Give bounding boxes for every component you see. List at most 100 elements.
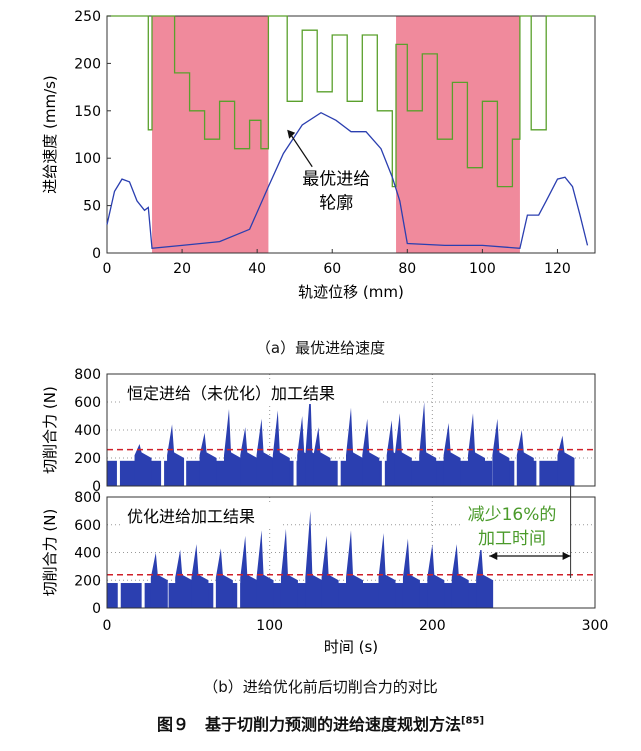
y-tick-label-150: 150 bbox=[74, 104, 101, 120]
subplot-1-force-peak-4 bbox=[240, 535, 258, 608]
subplot-0-force-peak-9 bbox=[313, 427, 331, 486]
y-tick-label-0: 0 bbox=[92, 246, 101, 262]
subplot-1-force-peak-2 bbox=[191, 544, 209, 608]
x-tick-label-100: 100 bbox=[256, 618, 283, 634]
subplot-0-force-gap-9 bbox=[293, 459, 297, 486]
subplot-1-force-peak-7 bbox=[305, 510, 323, 608]
annotation-arrow-right bbox=[562, 552, 571, 560]
subplot-1-y-tick-label-600: 600 bbox=[74, 518, 101, 534]
subplot-0-force-peak-1 bbox=[167, 424, 185, 486]
subplot-0-force-peak-6 bbox=[272, 410, 290, 486]
annotation-arrow-head bbox=[287, 129, 296, 139]
y-axis-label: 进给速度 (mm/s) bbox=[41, 75, 59, 194]
subplot-0-force-gap-1 bbox=[116, 459, 120, 486]
subplot-1-y-tick-label-800: 800 bbox=[74, 490, 101, 506]
figure-caption-ref: [85] bbox=[460, 715, 485, 727]
subplot-0-force-gap-13 bbox=[381, 459, 385, 486]
subplot-0-force-peak-2 bbox=[199, 432, 217, 486]
subplot-1-force-base bbox=[107, 583, 490, 608]
subplot-1-force-peak-8 bbox=[321, 535, 339, 608]
subplot-1-force-peak-12 bbox=[427, 544, 445, 608]
series-line-feed-limit bbox=[107, 15, 595, 188]
subplot-1-force-peak-10 bbox=[378, 533, 396, 608]
x-tick-label-300: 300 bbox=[582, 618, 609, 634]
subplot-1-force-peak-1 bbox=[175, 549, 193, 608]
subplot-0-force-peak-0 bbox=[134, 444, 152, 486]
subplot-0-force-peak-5 bbox=[256, 418, 274, 486]
subplot-1-title-bg bbox=[121, 505, 283, 527]
annotation-arrow-shaft bbox=[289, 133, 313, 168]
subplot-1-force-peak-5 bbox=[256, 530, 274, 608]
subplot-1-frame bbox=[106, 496, 596, 609]
annotation-line-1: 轮廓 bbox=[319, 194, 353, 214]
x-tick-label-40: 40 bbox=[248, 261, 266, 277]
x-axis-label: 时间 (s) bbox=[324, 638, 378, 656]
subplot-1-force-peak-13 bbox=[451, 544, 469, 608]
annotation-line-0: 最优进给 bbox=[302, 170, 370, 190]
panel-b-caption: （b）进给优化前后切削合力的对比 bbox=[203, 678, 438, 696]
y-tick-label-200: 200 bbox=[74, 56, 101, 72]
series-line-optimal-feed bbox=[106, 111, 589, 250]
subplot-1-y-tick-label-0: 0 bbox=[92, 601, 101, 617]
x-tick-label-0: 0 bbox=[103, 618, 112, 634]
annotation-line-0: 减少16%的 bbox=[468, 505, 557, 525]
subplot-0-force-gap-4 bbox=[183, 459, 187, 486]
x-tick-label-80: 80 bbox=[398, 261, 416, 277]
subplot-0-force-peak-15 bbox=[443, 423, 461, 486]
subplot-0-force-gap-11 bbox=[337, 459, 341, 486]
subplot-0-force-peak-18 bbox=[516, 430, 534, 486]
subplot-1-force-peak-9 bbox=[346, 530, 363, 608]
subplot-1-y-tick-label-400: 400 bbox=[74, 546, 101, 562]
subplot-0-force-peak-16 bbox=[468, 413, 485, 486]
subplot-1-force-peak-0 bbox=[150, 552, 168, 608]
subplot-0-force-peak-14 bbox=[419, 402, 437, 486]
x-tick-label-120: 120 bbox=[544, 261, 571, 277]
chart-optimal-feed: 0 20 40 60 80 100 120 0 50 100 150 200 250 轨迹位移 (mm) 进… bbox=[41, 9, 596, 301]
figure-caption-text: 图９ 基于切削力预测的进给速度规划方法 bbox=[156, 715, 461, 734]
subplot-0-y-axis-label: 切削合力 (N) bbox=[41, 386, 59, 474]
shaded-region-1 bbox=[396, 16, 520, 253]
subplot-1-y-axis-label: 切削合力 (N) bbox=[41, 509, 59, 597]
x-tick-label-200: 200 bbox=[419, 618, 446, 634]
subplot-1-force-peak-3 bbox=[215, 548, 233, 608]
annotation-line-1: 加工时间 bbox=[478, 529, 546, 549]
subplot-1-force-gap-6 bbox=[237, 582, 241, 608]
subplot-1-force-gap-2 bbox=[141, 582, 145, 608]
x-tick-label-20: 20 bbox=[173, 261, 191, 277]
y-tick-label-100: 100 bbox=[74, 151, 101, 167]
figure-caption: 图９ 基于切削力预测的进给速度规划方法[85] bbox=[0, 711, 641, 735]
subplot-0-y-tick-label-200: 200 bbox=[74, 451, 101, 467]
subplot-1-force-gap-1 bbox=[117, 582, 121, 608]
subplot-0-force-gap-20 bbox=[536, 459, 540, 486]
subplot-0-y-tick-label-400: 400 bbox=[74, 423, 101, 439]
subplot-0-force-peak-19 bbox=[557, 435, 575, 486]
plot-frame bbox=[106, 15, 596, 254]
subplot-1-force-gap-5 bbox=[213, 582, 217, 608]
subplot-0-y-tick-label-0: 0 bbox=[92, 479, 101, 495]
subplot-0-y-tick-label-800: 800 bbox=[74, 367, 101, 383]
y-tick-label-50: 50 bbox=[83, 199, 101, 215]
subplot-0-force-peak-4 bbox=[240, 427, 258, 486]
subplot-1-force-peak-11 bbox=[402, 538, 420, 608]
annotation-arrow-left bbox=[489, 552, 498, 560]
chart-cutting-force: 0 200 400 600 800 切削合力 (N) 恒定进给（未优化）加工结果 0 200 40… bbox=[41, 367, 608, 656]
subplot-1-force-peak-14 bbox=[476, 544, 494, 608]
annotation-bg bbox=[460, 502, 568, 550]
x-axis-label: 轨迹位移 (mm) bbox=[298, 283, 404, 301]
subplot-1-y-tick-label-200: 200 bbox=[74, 573, 101, 589]
panel-a-caption: （a）最优进给速度 bbox=[255, 339, 386, 357]
x-tick-label-60: 60 bbox=[323, 261, 341, 277]
x-tick-label-100: 100 bbox=[469, 261, 496, 277]
subplot-0-y-tick-label-600: 600 bbox=[74, 395, 101, 411]
x-tick-label-0: 0 bbox=[103, 261, 112, 277]
subplot-0-force-peak-3 bbox=[224, 409, 241, 486]
subplot-0-force-peak-13 bbox=[394, 413, 412, 486]
subplot-0-force-gap-3 bbox=[161, 459, 165, 486]
subplot-0-frame bbox=[106, 373, 596, 487]
subplot-0-title-bg bbox=[121, 382, 383, 404]
subplot-0-force-peak-17 bbox=[492, 418, 510, 486]
subplot-0-title: 恒定进给（未优化）加工结果 bbox=[127, 384, 335, 403]
shaded-region-0 bbox=[152, 16, 269, 253]
subplot-0-force-peak-11 bbox=[362, 418, 380, 486]
subplot-1-title: 优化进给加工结果 bbox=[127, 507, 255, 526]
